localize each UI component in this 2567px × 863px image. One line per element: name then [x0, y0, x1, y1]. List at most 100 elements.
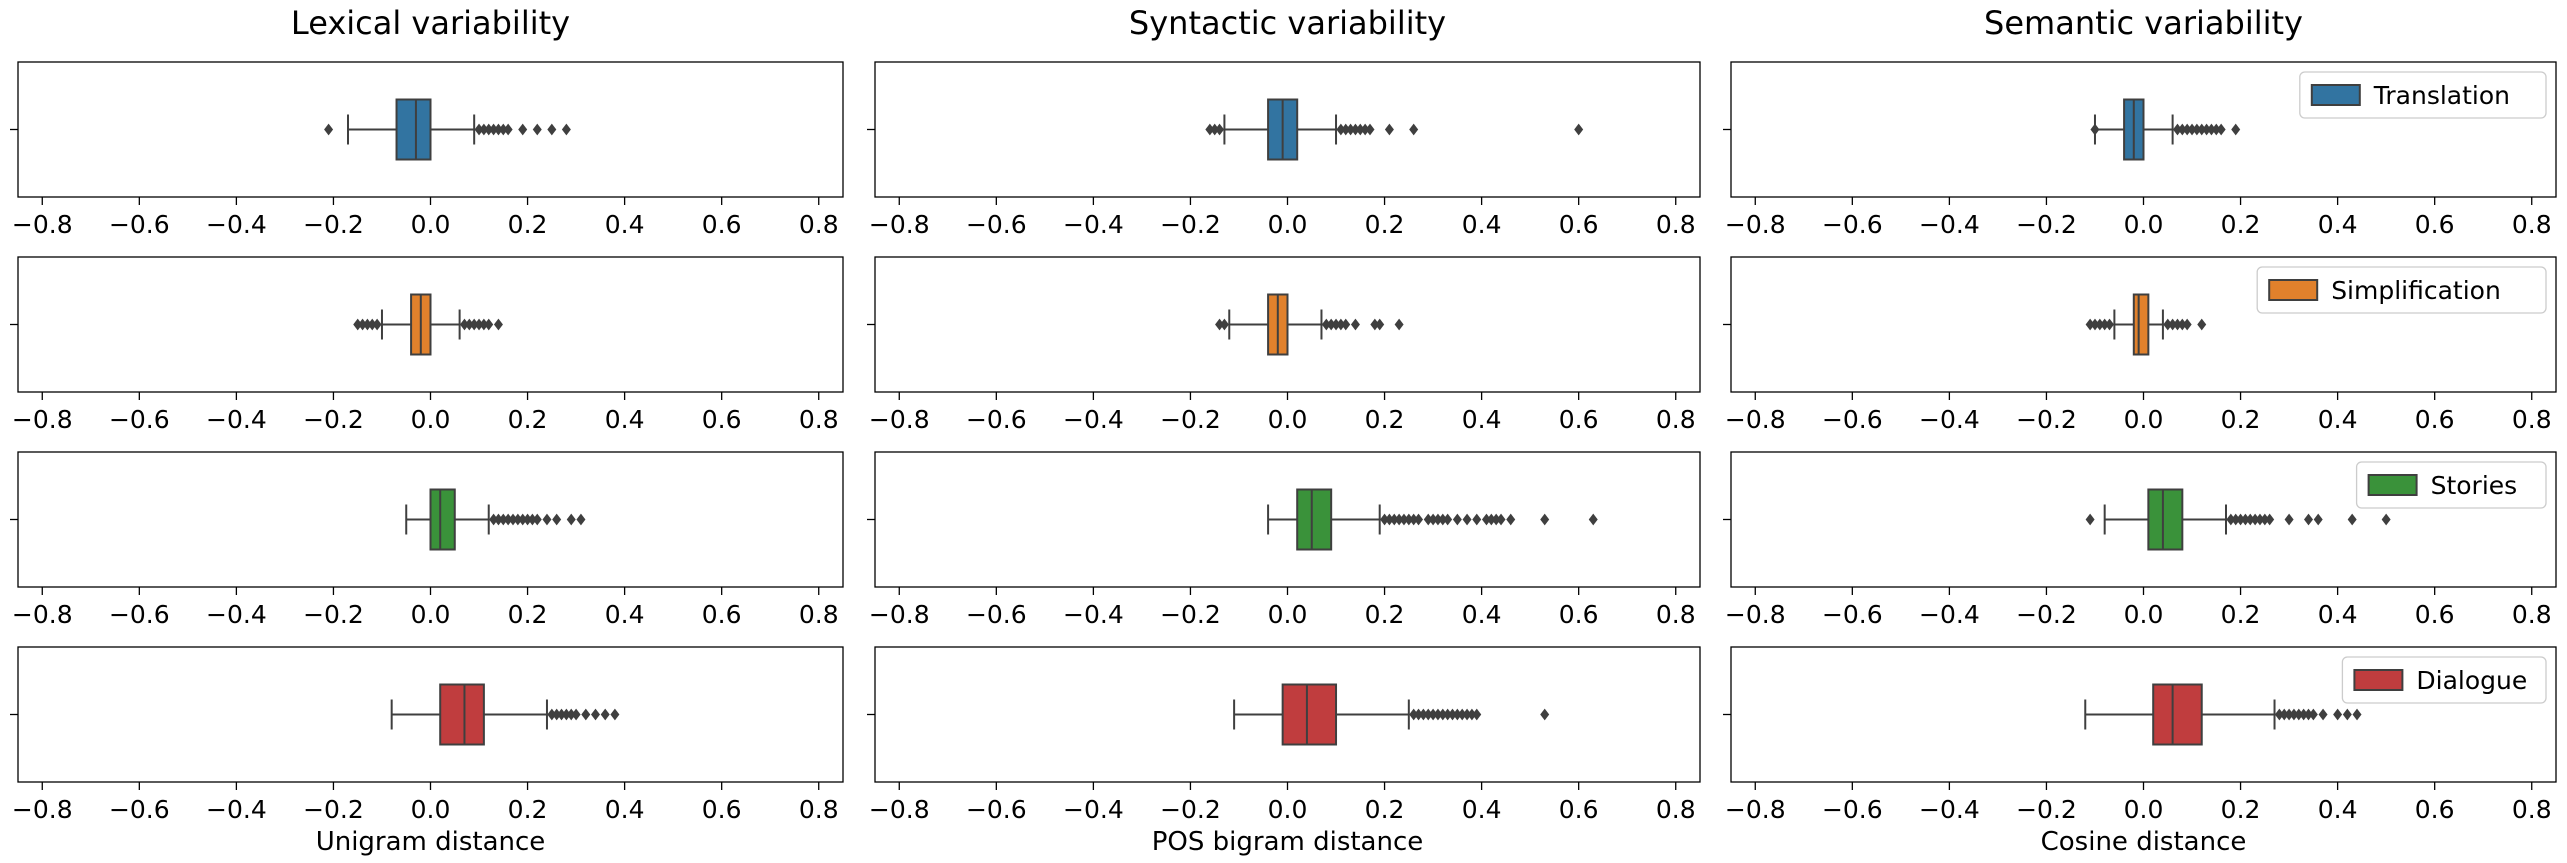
outlier-point — [1210, 123, 1220, 136]
box-iqr — [2147, 488, 2184, 551]
x-tick-label: 0.4 — [2318, 795, 2358, 824]
outlier-point — [1414, 513, 1424, 526]
outlier-point — [1375, 318, 1385, 331]
outlier-point — [1588, 513, 1598, 526]
x-tick-label: 0.4 — [2318, 210, 2358, 239]
outlier-point — [532, 513, 542, 526]
outlier-point — [503, 513, 513, 526]
outlier-point — [2090, 123, 2100, 136]
x-tick-label: 0.0 — [2124, 210, 2164, 239]
x-tick-label: 0.8 — [799, 600, 839, 629]
outlier-point — [2090, 318, 2100, 331]
x-tick-label: 0.8 — [1656, 600, 1696, 629]
legend-frame — [2299, 71, 2547, 119]
x-tick-label: 0.0 — [1268, 210, 1308, 239]
x-tick-label: −0.8 — [12, 795, 73, 824]
outlier-point — [1321, 318, 1331, 331]
x-axis-label: Unigram distance — [316, 827, 546, 857]
x-tick-label: −0.6 — [109, 600, 170, 629]
subplot-dialogue-2: −0.8 −0.6 −0.4 −0.2 0.0 0.2 0.4 0.6 0.8 — [867, 646, 1701, 824]
outlier-point — [353, 318, 363, 331]
outlier-point — [324, 123, 334, 136]
x-tick-label: 0.4 — [605, 600, 645, 629]
outlier-point — [1491, 513, 1501, 526]
x-tick-label: −0.8 — [869, 210, 930, 239]
x-tick-label: 0.8 — [2512, 210, 2552, 239]
outlier-point — [1443, 513, 1453, 526]
outlier-point — [484, 123, 494, 136]
x-tick-label: −0.6 — [966, 795, 1027, 824]
x-tick-label: −0.2 — [2016, 210, 2077, 239]
outlier-point — [2100, 318, 2110, 331]
legend-label: Translation — [2373, 81, 2510, 110]
x-tick-label: −0.8 — [1725, 405, 1786, 434]
x-tick-label: 0.4 — [2318, 405, 2358, 434]
outlier-point — [1331, 318, 1341, 331]
outlier-point — [2308, 708, 2318, 721]
x-tick-label: −0.4 — [1919, 600, 1980, 629]
x-tick-label: 0.4 — [605, 795, 645, 824]
outlier-point — [513, 513, 523, 526]
subplot-translation-3: −0.8 −0.6 −0.4 −0.2 0.0 0.2 0.4 0.6 0.8 Translati… — [1723, 61, 2557, 239]
box-iqr — [395, 98, 432, 161]
legend-label: Stories — [2431, 471, 2518, 500]
outlier-point — [1457, 708, 1467, 721]
outlier-point — [1433, 513, 1443, 526]
outlier-point — [2085, 318, 2095, 331]
outlier-point — [2236, 513, 2246, 526]
outlier-point — [2284, 513, 2294, 526]
outlier-point — [1370, 318, 1380, 331]
x-tick-label: −0.6 — [966, 210, 1027, 239]
outlier-point — [2352, 708, 2362, 721]
outlier-point — [2240, 513, 2250, 526]
x-tick-label: 0.0 — [411, 210, 451, 239]
outlier-point — [561, 123, 571, 136]
x-tick-label: −0.2 — [303, 210, 364, 239]
x-tick-label: −0.6 — [1822, 405, 1883, 434]
x-tick-label: 0.6 — [1559, 210, 1599, 239]
outlier-point — [1341, 318, 1351, 331]
outlier-point — [523, 513, 533, 526]
outlier-point — [2304, 708, 2313, 721]
outlier-point — [2381, 513, 2391, 526]
x-tick-label: 0.2 — [2221, 405, 2261, 434]
x-tick-label: −0.6 — [109, 405, 170, 434]
outlier-point — [552, 708, 562, 721]
x-tick-label: 0.0 — [1268, 795, 1308, 824]
x-tick-label: 0.2 — [508, 210, 548, 239]
x-tick-label: −0.4 — [1063, 600, 1124, 629]
outlier-point — [1384, 123, 1394, 136]
outlier-point — [1443, 708, 1453, 721]
outlier-point — [2231, 123, 2241, 136]
outlier-point — [2265, 513, 2275, 526]
outlier-point — [1428, 708, 1438, 721]
outlier-point — [2192, 123, 2202, 136]
outlier-point — [610, 708, 620, 721]
x-tick-label: 0.6 — [1559, 405, 1599, 434]
outlier-point — [1414, 708, 1424, 721]
x-tick-label: −0.4 — [1919, 795, 1980, 824]
x-tick-label: −0.4 — [206, 405, 267, 434]
x-tick-label: 0.0 — [411, 795, 451, 824]
x-tick-label: 0.8 — [2512, 600, 2552, 629]
outlier-point — [1336, 123, 1346, 136]
outlier-point — [469, 318, 479, 331]
x-tick-label: −0.2 — [303, 795, 364, 824]
x-tick-label: 0.4 — [1462, 600, 1502, 629]
x-axis-label: Cosine distance — [2041, 827, 2247, 857]
legend: Stories — [2355, 461, 2547, 509]
subplot-translation-1: −0.8 −0.6 −0.4 −0.2 0.0 0.2 0.4 0.6 0.8 — [10, 61, 844, 239]
x-tick-label: 0.8 — [799, 795, 839, 824]
x-tick-label: −0.8 — [869, 795, 930, 824]
outlier-point — [581, 708, 591, 721]
outlier-point — [2274, 708, 2284, 721]
column-title: Semantic variability — [1984, 4, 2303, 42]
outlier-point — [508, 513, 518, 526]
x-tick-label: 0.2 — [1365, 405, 1405, 434]
outlier-point — [600, 708, 610, 721]
x-tick-label: 0.2 — [1365, 795, 1405, 824]
outlier-point — [1506, 513, 1516, 526]
outlier-point — [1486, 513, 1496, 526]
outlier-point — [1365, 123, 1375, 136]
outlier-point — [2197, 123, 2207, 136]
